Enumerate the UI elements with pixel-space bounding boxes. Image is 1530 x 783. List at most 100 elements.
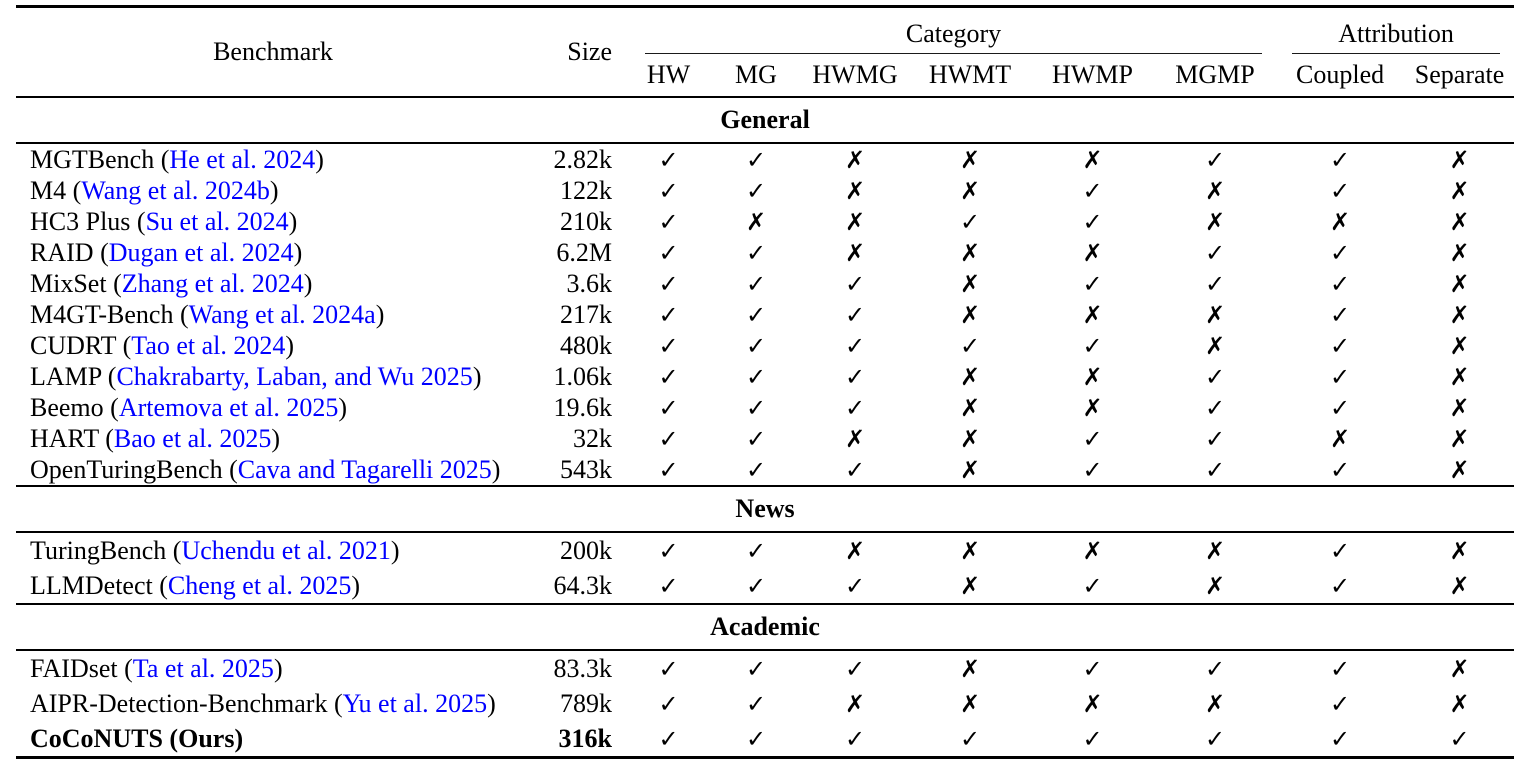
benchmark-name: Beemo: [30, 392, 104, 422]
mark-cell: ✗: [1405, 237, 1514, 268]
x-icon: ✗: [1449, 176, 1470, 205]
x-icon: ✗: [844, 689, 866, 718]
mark-cell: ✓: [712, 175, 800, 206]
citation-link[interactable]: Cava and Tagarelli 2025: [237, 454, 492, 484]
benchmark-cell: CoCoNUTS (Ours): [16, 721, 530, 758]
x-icon: ✗: [1449, 536, 1470, 565]
check-icon: ✓: [658, 331, 679, 360]
mark-cell: ✓: [910, 721, 1030, 758]
mark-cell: ✓: [625, 532, 712, 568]
citation-link[interactable]: Artemova et al. 2025: [118, 392, 339, 422]
mark-cell: ✓: [1275, 330, 1405, 361]
mark-cell: ✗: [910, 268, 1030, 299]
mark-cell: ✗: [1405, 361, 1514, 392]
benchmark-name: LAMP: [30, 361, 102, 391]
citation-link[interactable]: Yu et al. 2025: [342, 688, 488, 718]
paren-open: (: [154, 144, 170, 174]
check-icon: ✓: [1330, 300, 1351, 329]
x-icon: ✗: [844, 207, 866, 236]
check-icon: ✓: [745, 269, 767, 298]
check-icon: ✓: [1082, 176, 1103, 205]
mark-cell: ✓: [712, 454, 800, 486]
benchmark-cell: Beemo (Artemova et al. 2025): [16, 392, 530, 423]
mark-cell: ✓: [800, 650, 910, 686]
check-icon: ✓: [745, 424, 767, 453]
size-value: 217k: [560, 299, 612, 329]
citation-link[interactable]: Wang et al. 2024b: [81, 175, 270, 205]
check-icon: ✓: [1204, 269, 1226, 298]
citation-link[interactable]: Su et al. 2024: [145, 206, 289, 236]
column-header-size: Size: [567, 37, 612, 66]
table-row: Beemo (Artemova et al. 2025) 19.6k ✓ ✓ ✓ ✗ ✗ ✓ ✓…: [16, 392, 1514, 423]
mark-cell: ✓: [1275, 532, 1405, 568]
section-row-general: General: [16, 96, 1515, 144]
mark-cell: ✓: [625, 175, 712, 206]
mark-cell: ✓: [910, 330, 1030, 361]
mark-cell: ✓: [800, 330, 910, 361]
check-icon: ✓: [658, 724, 679, 753]
mark-cell: ✓: [712, 361, 800, 392]
mark-cell: ✓: [1275, 237, 1405, 268]
table-body: General MGTBench (He et al. 2024) 2.82k ✓ ✓ ✗…: [16, 96, 1515, 758]
mark-cell: ✗: [1405, 532, 1514, 568]
section-title: Academic: [16, 603, 1515, 651]
check-icon: ✓: [1204, 362, 1226, 391]
mark-cell: ✗: [1155, 206, 1275, 237]
mark-cell: ✓: [1030, 330, 1155, 361]
check-icon: ✓: [658, 689, 679, 718]
mark-cell: ✓: [712, 532, 800, 568]
benchmark-name: HART: [30, 423, 99, 453]
citation-link[interactable]: Bao et al. 2025: [113, 423, 272, 453]
mark-cell: ✓: [625, 650, 712, 686]
column-group-category: Category: [625, 7, 1275, 54]
citation-link[interactable]: Zhang et al. 2024: [121, 268, 304, 298]
mark-cell: ✓: [1275, 299, 1405, 330]
table-row: LAMP (Chakrabarty, Laban, and Wu 2025) 1.…: [16, 361, 1514, 392]
citation-link[interactable]: Tao et al. 2024: [131, 330, 286, 360]
citation-link[interactable]: Cheng et al. 2025: [167, 570, 352, 600]
citation-link[interactable]: Uchendu et al. 2021: [181, 535, 391, 565]
x-icon: ✗: [1204, 300, 1226, 329]
benchmark-cell: M4 (Wang et al. 2024b): [16, 175, 530, 206]
mark-cell: ✓: [625, 392, 712, 423]
mark-cell: ✓: [1275, 568, 1405, 604]
mark-cell: ✓: [1275, 650, 1405, 686]
check-icon: ✓: [844, 269, 866, 298]
mark-cell: ✗: [910, 143, 1030, 175]
check-icon: ✓: [658, 362, 679, 391]
benchmark-name: TuringBench: [30, 535, 167, 565]
citation-link[interactable]: Chakrabarty, Laban, and Wu 2025: [116, 361, 473, 391]
mark-cell: ✗: [1155, 532, 1275, 568]
mark-cell: ✓: [712, 568, 800, 604]
mark-cell: ✗: [1155, 686, 1275, 721]
benchmark-name: AIPR-Detection-Benchmark: [30, 688, 328, 718]
check-icon: ✓: [1330, 689, 1351, 718]
x-icon: ✗: [1449, 362, 1470, 391]
mark-cell: ✗: [1155, 330, 1275, 361]
check-icon: ✓: [745, 654, 767, 683]
column-header-hwmt: HWMT: [910, 54, 1030, 98]
x-icon: ✗: [1204, 207, 1226, 236]
benchmark-cell: MixSet (Zhang et al. 2024): [16, 268, 530, 299]
table-row: OpenTuringBench (Cava and Tagarelli 2025…: [16, 454, 1514, 486]
paren-close: ): [288, 206, 298, 236]
x-icon: ✗: [1449, 654, 1470, 683]
paren-close: ): [351, 570, 360, 600]
check-icon: ✓: [1082, 331, 1103, 360]
mark-cell: ✓: [1275, 454, 1405, 486]
citation-link[interactable]: Dugan et al. 2024: [108, 237, 294, 267]
x-icon: ✗: [959, 654, 981, 683]
check-icon: ✓: [658, 571, 679, 600]
citation-link[interactable]: He et al. 2024: [169, 144, 316, 174]
citation-link[interactable]: Ta et al. 2025: [132, 653, 274, 683]
attribution-group-label: Attribution: [1292, 19, 1501, 54]
benchmark-name: OpenTuringBench: [30, 454, 223, 484]
mark-cell: ✓: [712, 268, 800, 299]
citation-link[interactable]: Wang et al. 2024a: [188, 299, 376, 329]
check-icon: ✓: [658, 238, 679, 267]
check-icon: ✓: [1082, 455, 1103, 484]
x-icon: ✗: [1082, 362, 1103, 391]
mark-cell: ✓: [1155, 721, 1275, 758]
benchmark-cell: FAIDset (Ta et al. 2025): [16, 650, 530, 686]
check-icon: ✓: [658, 654, 679, 683]
